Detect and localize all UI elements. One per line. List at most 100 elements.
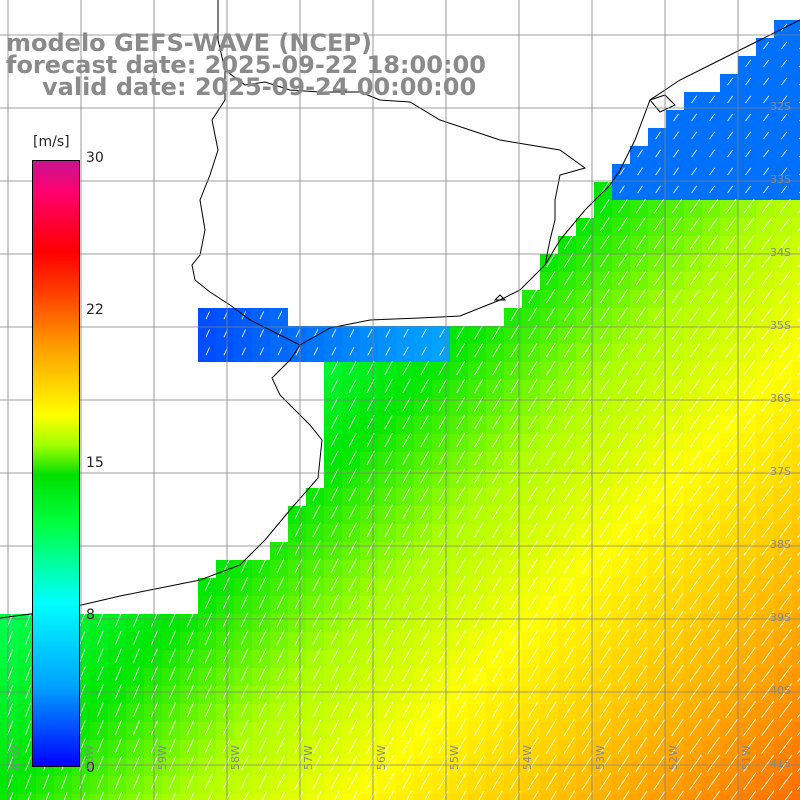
wind-arrow [456, 522, 466, 538]
wind-arrow [491, 665, 503, 682]
wind-arrow [510, 557, 520, 574]
wind-arrow [727, 113, 734, 122]
wind-arrow [276, 737, 285, 754]
wind-arrow [748, 790, 757, 800]
wind-arrow [384, 414, 393, 430]
wind-arrow [600, 360, 610, 376]
wind-arrow [456, 629, 466, 646]
wind-arrow [725, 467, 738, 484]
wind-arrow [510, 450, 520, 466]
wind-arrow [294, 594, 303, 610]
wind-arrow [671, 288, 683, 304]
wind-arrow [132, 630, 140, 646]
wind-arrow [563, 719, 575, 736]
wind-arrow [600, 342, 610, 358]
wind-arrow [563, 754, 575, 772]
wind-arrow [492, 486, 502, 502]
wind-arrow [25, 756, 32, 772]
wind-arrow [691, 149, 697, 158]
wind-arrow [546, 414, 556, 430]
wind-arrow [348, 486, 357, 502]
wind-arrow [743, 378, 755, 394]
wind-arrow [725, 432, 738, 448]
wind-arrow [691, 167, 697, 176]
wind-arrow [617, 719, 630, 736]
wind-arrow [779, 306, 792, 322]
wind-arrow [691, 131, 697, 140]
wind-arrow [438, 450, 448, 466]
wind-arrow [528, 289, 538, 304]
wind-arrow [761, 342, 773, 358]
wind-arrow [635, 539, 647, 556]
wind-arrow [581, 593, 593, 610]
wind-arrow [779, 611, 792, 628]
wind-arrow [635, 396, 647, 412]
wind-arrow [617, 378, 629, 394]
wind-arrow [743, 665, 756, 682]
wind-arrow [294, 612, 303, 628]
wind-arrow [779, 629, 792, 646]
wind-arrow [295, 347, 301, 356]
wind-arrow [599, 414, 611, 430]
wind-cell [450, 794, 468, 800]
wind-arrow [132, 755, 140, 772]
wind-arrow [402, 611, 412, 628]
wind-arrow [114, 756, 122, 772]
wind-arrow [204, 648, 213, 664]
wind-arrow [330, 432, 339, 448]
wind-arrow [743, 396, 756, 412]
wind-cell [612, 794, 630, 800]
wind-arrow [168, 720, 177, 736]
wind-arrow [707, 772, 720, 791]
wind-arrow [745, 95, 752, 104]
wind-arrow [240, 576, 249, 592]
wind-cell [792, 362, 800, 380]
wind-arrow [403, 346, 409, 356]
wind-arrow [707, 539, 720, 556]
wind-arrow [727, 131, 734, 140]
wind-arrow [222, 755, 231, 772]
wind-arrow [510, 522, 520, 538]
wind-arrow [258, 737, 267, 754]
wind-arrow [654, 199, 664, 214]
wind-arrow [581, 629, 593, 646]
wind-arrow [707, 342, 719, 358]
wind-arrow [725, 521, 738, 538]
colorbar-tick-22: 22 [86, 302, 104, 318]
wind-arrow [456, 342, 466, 358]
wind-arrow [653, 360, 665, 376]
wind-cell [54, 794, 72, 800]
wind-arrow [617, 486, 629, 502]
wind-speed-field [0, 20, 800, 800]
wind-arrow [474, 629, 484, 646]
wind-arrow [745, 185, 752, 194]
wind-cell [792, 200, 800, 218]
wind-arrow [546, 306, 556, 322]
wind-arrow [671, 772, 684, 791]
wind-cell [792, 470, 800, 488]
wind-arrow [258, 773, 267, 790]
wind-arrow [617, 665, 629, 682]
wind-arrow [456, 468, 466, 484]
wind-arrow [653, 647, 666, 664]
wind-arrow [204, 612, 213, 628]
wind-arrow [689, 217, 701, 232]
wind-arrow [600, 306, 610, 322]
wind-arrow [510, 539, 520, 556]
wind-arrow [509, 683, 521, 700]
wind-arrow [709, 185, 715, 194]
wind-arrow [384, 773, 394, 790]
wind-arrow [420, 611, 430, 628]
wind-arrow [330, 450, 339, 466]
wind-arrow [743, 575, 756, 592]
wind-arrow [761, 414, 774, 430]
wind-arrow [96, 738, 104, 754]
wind-arrow [725, 216, 737, 232]
wind-arrow [653, 683, 666, 700]
wind-arrow [563, 772, 575, 790]
wind-arrow [527, 719, 539, 736]
wind-arrow [330, 558, 339, 574]
wind-arrow [689, 485, 701, 502]
